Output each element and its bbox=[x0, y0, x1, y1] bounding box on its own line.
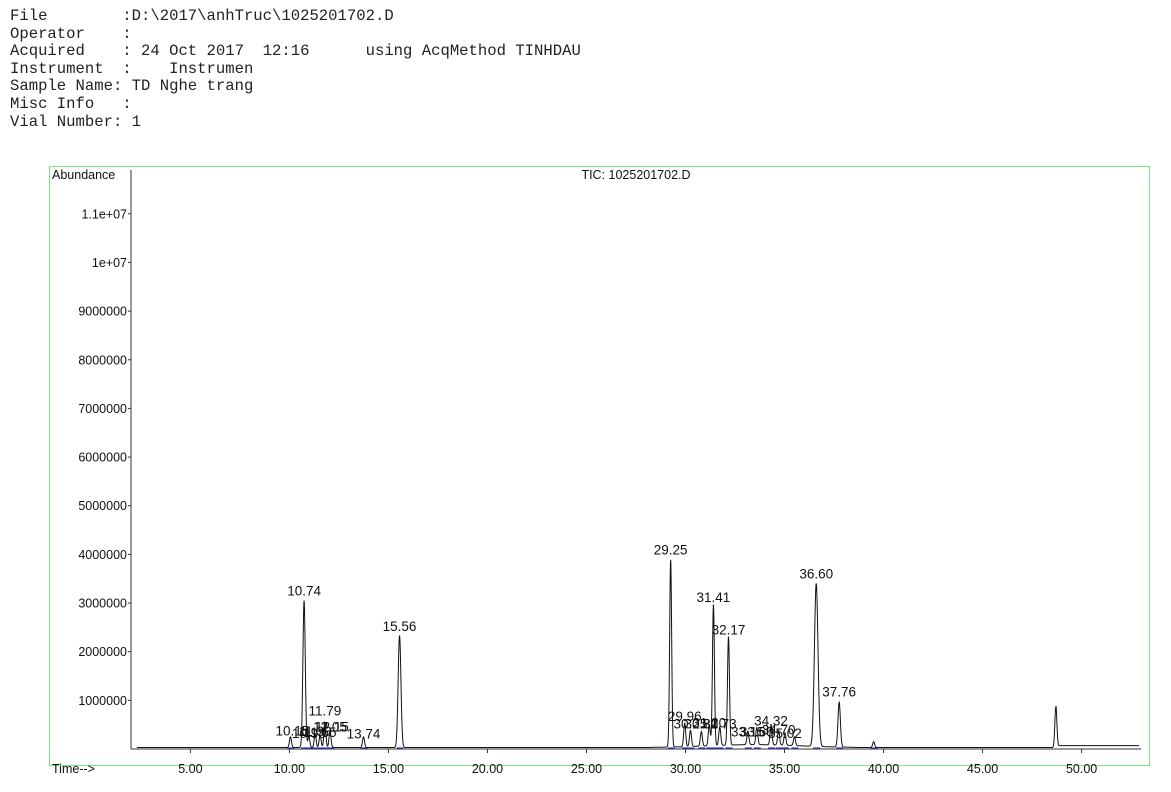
peak-label: 10.15 bbox=[276, 723, 310, 738]
peak-label: 11.79 bbox=[308, 703, 341, 718]
header-key: File bbox=[10, 7, 123, 25]
peak-label: 31.73 bbox=[703, 717, 737, 732]
y-tick-label: 5000000 bbox=[78, 499, 127, 513]
x-tick-label: 40.00 bbox=[868, 762, 899, 776]
x-axis-label: Time--> bbox=[52, 762, 95, 776]
plot-frame bbox=[49, 166, 1150, 766]
peak-label: 33.60 bbox=[740, 724, 774, 739]
x-tick-label: 15.00 bbox=[373, 762, 404, 776]
header-row: Operator : bbox=[10, 24, 581, 44]
peak-label: 32.17 bbox=[712, 623, 746, 638]
peak-label: 10.98 bbox=[292, 726, 326, 741]
header-key: Vial Number bbox=[10, 112, 113, 131]
peak-label: 10.74 bbox=[287, 584, 321, 599]
header-key: Acquired bbox=[10, 42, 123, 61]
y-tick-label: 7000000 bbox=[78, 402, 127, 416]
x-tick-label: 10.00 bbox=[274, 762, 305, 776]
peak-label: 11.30 bbox=[299, 724, 332, 739]
header-value: : 1 bbox=[112, 112, 142, 131]
y-tick-label: 1.1e+07 bbox=[81, 207, 127, 221]
peak-label: 15.56 bbox=[383, 619, 417, 634]
header-row: Misc Info : bbox=[10, 94, 581, 114]
chart-title: TIC: 1025201702.D bbox=[581, 168, 690, 182]
header-row: Sample Name: TD Nghe trang bbox=[10, 78, 581, 96]
x-tick-label: 50.00 bbox=[1066, 762, 1097, 776]
header-row: Acquired : 24 Oct 2017 12:16 using AcqMe… bbox=[10, 42, 581, 61]
x-tick-label: 35.00 bbox=[769, 762, 800, 776]
header-value: : bbox=[122, 94, 132, 113]
header-key: Instrument bbox=[10, 59, 123, 78]
x-tick-label: 45.00 bbox=[967, 762, 998, 776]
x-ticks: 5.00 10.00 15.00 20.00 25.00 30.00 35.00 40.00 4… bbox=[178, 749, 1097, 776]
y-tick-label: 1e+07 bbox=[92, 256, 127, 270]
header-value: : TD Nghe trang bbox=[112, 77, 254, 96]
header-value: : 24 Oct 2017 12:16 using AcqMethod TINH… bbox=[122, 42, 581, 61]
peak-label: 36.60 bbox=[799, 567, 833, 582]
header-key: Operator bbox=[10, 24, 123, 43]
y-ticks: 1000000 2000000 3000000 4000000 5000000 60000… bbox=[78, 207, 131, 708]
peak-label: 29.96 bbox=[668, 709, 702, 724]
header-key: Sample Name bbox=[10, 77, 113, 96]
header-row: Vial Number: 1 bbox=[10, 112, 581, 132]
peak-label: 31.41 bbox=[697, 590, 731, 605]
peak-label: 13.74 bbox=[347, 726, 381, 741]
x-tick-label: 30.00 bbox=[670, 762, 701, 776]
header-value: :D:\2017\anhTruc\1025201702.D bbox=[122, 7, 394, 25]
peak-label: 11.55 bbox=[304, 725, 337, 740]
y-tick-label: 6000000 bbox=[78, 451, 127, 465]
peak-label: 31.20 bbox=[692, 716, 726, 731]
peak-labels: 10.74 15.56 11.79 10.1510.9811.3011.5512.05… bbox=[276, 542, 857, 741]
y-tick-label: 3000000 bbox=[78, 597, 127, 611]
peak-label: 30.25 bbox=[674, 717, 708, 732]
x-tick-label: 20.00 bbox=[472, 762, 503, 776]
peak-label: 34.32 bbox=[754, 714, 788, 729]
peak-label: 12.15 bbox=[315, 719, 349, 734]
peak-label: 35.02 bbox=[768, 726, 802, 741]
file-info-header: File :D:\2017\anhTruc\1025201702.D Operat… bbox=[10, 7, 581, 132]
y-tick-label: 2000000 bbox=[78, 645, 127, 659]
y-axis-label: Abundance bbox=[52, 168, 115, 182]
header-row: Instrument : Instrumen bbox=[10, 59, 581, 79]
header-row: File :D:\2017\anhTruc\1025201702.D bbox=[10, 7, 581, 26]
header-key: Misc Info bbox=[10, 94, 123, 113]
y-tick-label: 1000000 bbox=[78, 694, 127, 708]
peak-label: 33.15 bbox=[731, 724, 765, 739]
peak-label: 37.76 bbox=[822, 684, 856, 699]
peak-label: 30.80 bbox=[684, 717, 718, 732]
y-tick-label: 8000000 bbox=[78, 353, 127, 367]
peak-label: 12.05 bbox=[313, 719, 347, 734]
peak-label: 34.70 bbox=[762, 722, 796, 737]
tic-trace bbox=[136, 559, 1140, 749]
x-tick-label: 25.00 bbox=[571, 762, 602, 776]
header-value: : Instrumen bbox=[122, 59, 254, 78]
header-value: : bbox=[122, 24, 132, 43]
peak-label: 29.25 bbox=[654, 542, 688, 557]
y-tick-label: 9000000 bbox=[78, 305, 127, 319]
y-tick-label: 4000000 bbox=[78, 548, 127, 562]
x-tick-label: 5.00 bbox=[178, 762, 202, 776]
